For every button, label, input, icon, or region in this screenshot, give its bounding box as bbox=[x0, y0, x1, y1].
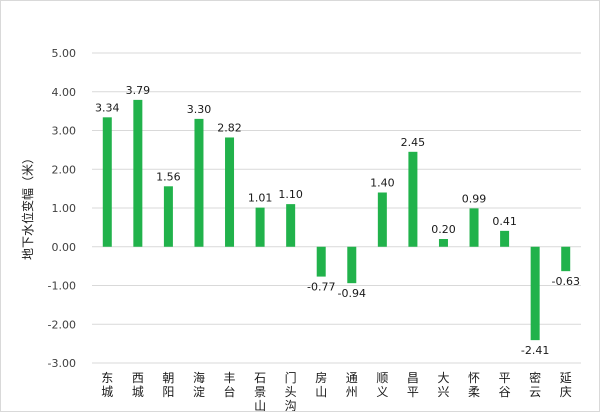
bar bbox=[377, 192, 387, 247]
category-label: 怀柔 bbox=[468, 371, 480, 399]
category-label: 海淀 bbox=[193, 370, 205, 399]
data-label: -0.94 bbox=[338, 287, 366, 300]
data-label: 0.41 bbox=[492, 215, 517, 228]
bars bbox=[102, 99, 571, 341]
bar bbox=[438, 239, 448, 247]
bar bbox=[530, 246, 540, 341]
category-label: 房山 bbox=[315, 370, 327, 399]
bar bbox=[286, 204, 296, 247]
bar bbox=[347, 246, 357, 284]
y-tick-label: 3.00 bbox=[52, 125, 77, 138]
data-label: -0.63 bbox=[551, 275, 579, 288]
bar bbox=[102, 117, 112, 247]
bar bbox=[561, 246, 571, 272]
data-label: 2.82 bbox=[217, 121, 242, 134]
bar bbox=[133, 99, 143, 247]
bar bbox=[225, 137, 235, 247]
data-label: 0.99 bbox=[462, 192, 487, 205]
y-tick-label: 0.00 bbox=[52, 241, 77, 254]
bar bbox=[255, 207, 265, 247]
category-label: 东城 bbox=[101, 371, 113, 399]
y-tick-labels: 5.00 4.00 3.00 2.00 1.00 0.00 -1.00 -2.00 -3.00 bbox=[48, 47, 76, 370]
bar bbox=[408, 151, 418, 247]
data-label: 3.30 bbox=[187, 103, 212, 116]
category-label: 西城 bbox=[132, 371, 144, 399]
bar bbox=[469, 208, 479, 247]
bar bbox=[500, 230, 510, 247]
y-tick-label: -1.00 bbox=[48, 280, 76, 293]
y-axis-label: 地下水位变幅（米） bbox=[20, 152, 35, 260]
y-tick-label: 1.00 bbox=[52, 202, 77, 215]
data-label: 1.56 bbox=[156, 170, 181, 183]
data-label: 3.79 bbox=[126, 84, 151, 97]
data-label: 1.01 bbox=[248, 192, 273, 205]
category-label: 朝阳 bbox=[162, 371, 174, 399]
y-tick-label: -2.00 bbox=[48, 318, 76, 331]
data-label: 0.20 bbox=[431, 223, 456, 236]
data-label: 3.34 bbox=[95, 101, 120, 114]
bar bbox=[163, 186, 173, 247]
category-label: 丰台 bbox=[224, 371, 236, 399]
data-label: 1.10 bbox=[278, 188, 303, 201]
category-label: 密云 bbox=[529, 370, 541, 399]
y-tick-label: -3.00 bbox=[48, 357, 76, 370]
category-label: 通州 bbox=[346, 371, 358, 399]
data-label: 2.45 bbox=[401, 136, 426, 149]
data-labels: 3.34 3.79 1.56 3.30 2.82 1.01 1.10 -0.77-0.94 1.… bbox=[95, 84, 580, 357]
category-label: 门头沟 bbox=[285, 370, 297, 411]
category-label: 顺义 bbox=[376, 371, 388, 399]
data-label: -2.41 bbox=[521, 344, 549, 357]
category-label: 石景山 bbox=[254, 371, 266, 411]
category-label: 延庆 bbox=[560, 371, 572, 399]
data-label: -0.77 bbox=[307, 281, 335, 294]
y-tick-label: 5.00 bbox=[52, 47, 77, 60]
gridlines bbox=[92, 52, 581, 364]
category-label: 平谷 bbox=[499, 371, 511, 399]
bar bbox=[316, 246, 326, 277]
category-label: 昌平 bbox=[407, 371, 419, 399]
category-label: 大兴 bbox=[437, 371, 449, 399]
data-label: 1.40 bbox=[370, 177, 395, 190]
y-tick-label: 4.00 bbox=[52, 86, 77, 99]
bar bbox=[194, 118, 204, 247]
y-tick-label: 2.00 bbox=[52, 163, 77, 176]
